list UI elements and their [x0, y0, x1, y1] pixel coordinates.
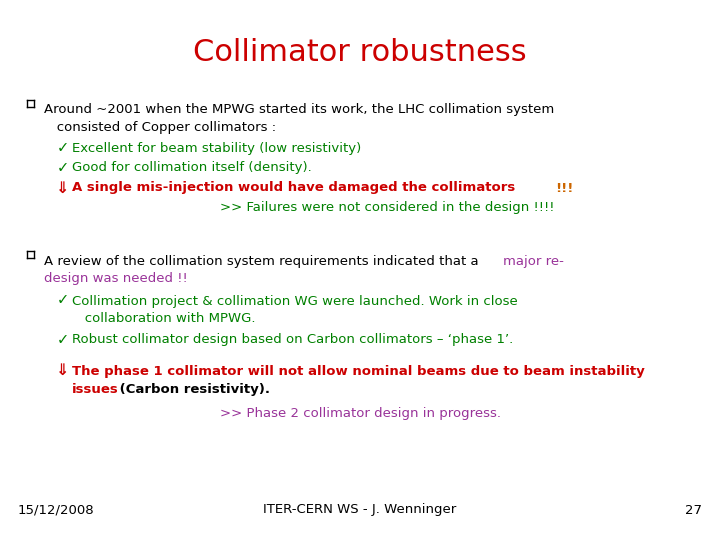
Text: Excellent for beam stability (low resistivity): Excellent for beam stability (low resist… — [72, 141, 361, 154]
Text: 27: 27 — [685, 503, 702, 516]
Text: The phase 1 collimator will not allow nominal beams due to beam instability: The phase 1 collimator will not allow no… — [72, 365, 644, 395]
Text: ITER-CERN WS - J. Wenninger: ITER-CERN WS - J. Wenninger — [264, 503, 456, 516]
Text: Around ~2001 when the MPWG started its work, the LHC collimation system
   consi: Around ~2001 when the MPWG started its w… — [44, 103, 554, 134]
Text: major re-: major re- — [503, 255, 564, 268]
Text: Good for collimation itself (density).: Good for collimation itself (density). — [72, 161, 312, 174]
Text: issues: issues — [72, 383, 119, 396]
Text: Collimator robustness: Collimator robustness — [193, 38, 527, 67]
Text: ⇓: ⇓ — [56, 180, 70, 195]
Text: (Carbon resistivity).: (Carbon resistivity). — [115, 383, 270, 396]
Text: 15/12/2008: 15/12/2008 — [18, 503, 94, 516]
Text: A single mis-injection would have damaged the collimators: A single mis-injection would have damage… — [72, 181, 520, 194]
Text: A review of the collimation system requirements indicated that a: A review of the collimation system requi… — [44, 255, 483, 268]
Text: ⇓: ⇓ — [56, 362, 70, 377]
Text: !!!: !!! — [555, 181, 573, 194]
Text: Robust collimator design based on Carbon collimators – ‘phase 1’.: Robust collimator design based on Carbon… — [72, 334, 513, 347]
Text: ✓: ✓ — [57, 293, 69, 307]
Text: >> Phase 2 collimator design in progress.: >> Phase 2 collimator design in progress… — [220, 407, 501, 420]
Text: Collimation project & collimation WG were launched. Work in close
   collaborati: Collimation project & collimation WG wer… — [72, 295, 518, 325]
Text: design was needed !!: design was needed !! — [44, 272, 188, 285]
Text: ✓: ✓ — [57, 333, 69, 348]
Text: ✓: ✓ — [57, 140, 69, 156]
Text: >> Failures were not considered in the design !!!!: >> Failures were not considered in the d… — [220, 201, 554, 214]
Text: ✓: ✓ — [57, 160, 69, 176]
